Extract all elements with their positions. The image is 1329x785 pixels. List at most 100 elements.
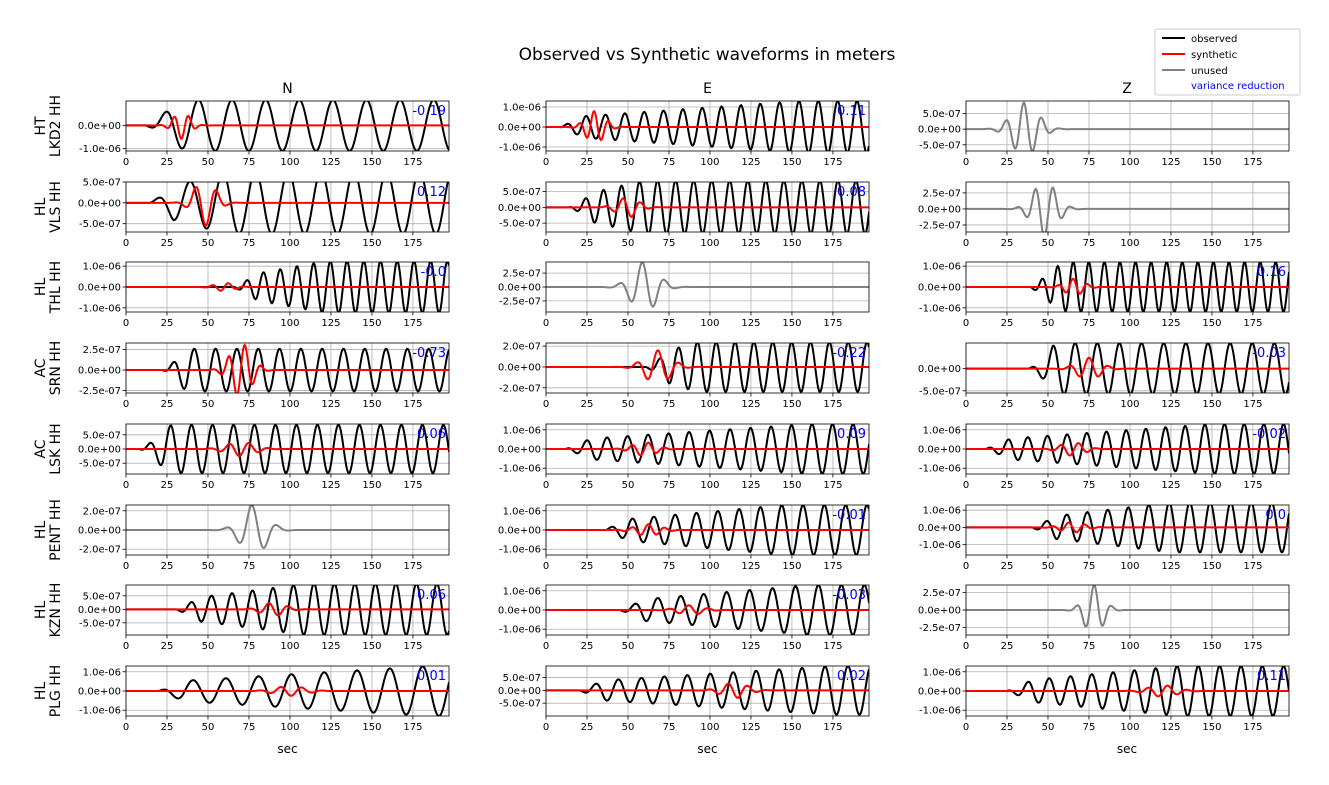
x-tick-label: 100 (280, 318, 299, 329)
variance-reduction-value: 0.11 (837, 104, 866, 119)
synthetic-trace (126, 114, 449, 140)
waveform-panel: 0 25 50 75 100 125 150 175 5.0e-07 0.0e+00 -5.0e-0… (78, 584, 450, 652)
station-network-label: HL (33, 198, 49, 217)
y-tick-label: 0.0e+00 (498, 445, 541, 456)
legend-box (1154, 28, 1301, 96)
x-tick-label: 0 (543, 480, 549, 491)
legend-unused-label: unused (1191, 66, 1228, 77)
unused-trace (966, 101, 1289, 151)
y-tick-label: 0.0e+00 (498, 606, 541, 617)
x-tick-label: 125 (321, 561, 340, 572)
x-axis-label-n: sec (277, 742, 297, 756)
x-tick-label: 75 (1083, 722, 1096, 733)
x-axis-label-e: sec (697, 742, 717, 756)
x-tick-label: 25 (1001, 722, 1014, 733)
unused-trace (546, 262, 869, 308)
x-tick-label: 0 (123, 722, 129, 733)
column-titles: N E Z (282, 81, 1132, 97)
synthetic-trace (126, 685, 449, 697)
axes-frame (965, 181, 1290, 233)
x-tick-label: 25 (581, 157, 594, 168)
station-network-label: HL (33, 682, 49, 701)
variance-reduction-value: 0.16 (1257, 265, 1286, 280)
legend-vr-label: variance reduction (1191, 81, 1285, 92)
x-tick-label: 75 (663, 157, 676, 168)
x-tick-label: 50 (202, 641, 215, 652)
waveform-panel: 0 25 50 75 100 125 150 175 1.0e-06 0.0e+00 -1.0e-0… (918, 665, 1290, 733)
x-tick-label: 0 (963, 157, 969, 168)
y-tick-label: 0.0e+00 (78, 198, 121, 209)
x-tick-label: 0 (543, 318, 549, 329)
subplot-grid: HT LKD2 HH 0 25 50 75 100 125 150 175 0.0e+00 -1.0e… (33, 95, 1290, 733)
x-tick-label: 25 (581, 561, 594, 572)
x-tick-label: 150 (362, 722, 381, 733)
axes-frame (965, 100, 1290, 152)
x-tick-label: 150 (782, 157, 801, 168)
variance-reduction-value: -0.03 (1252, 346, 1286, 361)
x-tick-label: 150 (1202, 238, 1221, 249)
variance-reduction-value: 0.06 (417, 427, 446, 442)
waveform-panel: 0 25 50 75 100 125 150 175 2.5e-07 0.0e+00 -2.5e-0… (918, 181, 1290, 249)
x-tick-label: 50 (622, 238, 635, 249)
y-tick-label: 0.0e+00 (918, 606, 961, 617)
x-tick-label: 75 (663, 480, 676, 491)
synthetic-trace (966, 277, 1289, 295)
x-tick-label: 175 (1243, 238, 1262, 249)
x-tick-label: 25 (581, 480, 594, 491)
x-tick-label: 125 (321, 399, 340, 410)
x-tick-label: 175 (403, 480, 422, 491)
x-tick-label: 125 (741, 722, 760, 733)
x-tick-label: 175 (403, 641, 422, 652)
x-tick-label: 25 (161, 561, 174, 572)
x-tick-label: 150 (362, 480, 381, 491)
x-tick-label: 125 (741, 399, 760, 410)
waveform-panel: 0 25 50 75 100 125 150 175 5.0e-07 0.0e+00 -5.0e-0… (498, 181, 870, 249)
x-tick-label: 0 (963, 561, 969, 572)
unused-trace (966, 186, 1289, 232)
y-tick-label: 0.0e+00 (78, 687, 121, 698)
x-tick-label: 25 (1001, 399, 1014, 410)
variance-reduction-value: -0.01 (832, 508, 866, 523)
x-tick-label: 25 (1001, 318, 1014, 329)
x-tick-label: 150 (1202, 399, 1221, 410)
x-axis-labels: sec sec sec (277, 742, 1137, 756)
axes-frame (125, 100, 450, 152)
x-tick-label: 150 (782, 399, 801, 410)
station-name-label: LKD2 HH (48, 95, 64, 157)
y-tick-label: -2.0e-07 (499, 383, 541, 394)
synthetic-trace (966, 356, 1289, 378)
y-tick-label: 2.5e-07 (503, 269, 541, 280)
variance-reduction-value: -0.03 (832, 588, 866, 603)
x-tick-label: 175 (823, 561, 842, 572)
observed-trace (546, 182, 869, 232)
y-tick-label: 0.0e+00 (78, 366, 121, 377)
axes-frame (965, 504, 1290, 556)
x-tick-label: 75 (663, 641, 676, 652)
y-tick-label: 0.0e+00 (918, 204, 961, 215)
x-tick-label: 175 (403, 399, 422, 410)
axes-frame (545, 665, 870, 717)
x-tick-label: 100 (1120, 157, 1139, 168)
x-tick-label: 175 (1243, 641, 1262, 652)
x-tick-label: 125 (321, 722, 340, 733)
x-tick-label: 150 (782, 480, 801, 491)
y-tick-label: 0.0e+00 (918, 687, 961, 698)
x-tick-label: 50 (1042, 238, 1055, 249)
y-tick-label: 1.0e-06 (923, 506, 961, 517)
station-name-label: LSK HH (48, 423, 64, 474)
observed-trace (546, 666, 869, 716)
x-tick-label: 50 (1042, 561, 1055, 572)
x-tick-label: 150 (362, 238, 381, 249)
x-tick-label: 175 (403, 561, 422, 572)
axes-frame (125, 342, 450, 394)
observed-trace (966, 666, 1289, 716)
y-tick-label: 0.0e+00 (918, 445, 961, 456)
station-network-label: HL (33, 601, 49, 620)
variance-reduction-value: 0.12 (417, 185, 446, 200)
x-tick-label: 50 (622, 399, 635, 410)
x-tick-label: 25 (161, 399, 174, 410)
y-tick-label: 1.0e-06 (503, 103, 541, 114)
y-tick-label: 2.5e-07 (83, 345, 121, 356)
x-tick-label: 150 (1202, 722, 1221, 733)
x-tick-label: 0 (123, 399, 129, 410)
